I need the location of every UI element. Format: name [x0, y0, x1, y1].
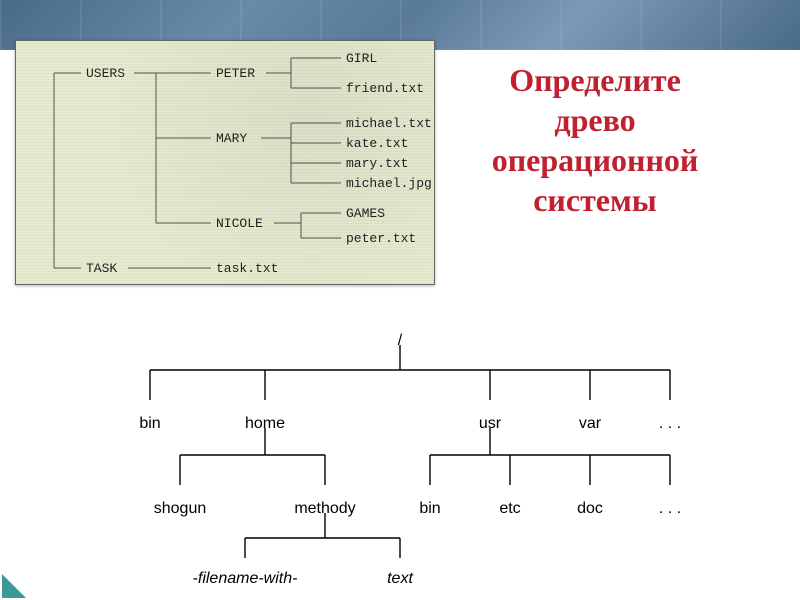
tree2-node-bin2: bin [419, 500, 440, 518]
tree2-node-shogun: shogun [154, 500, 207, 518]
title-line-3: операционной [492, 142, 699, 178]
tree2-node-etc: etc [499, 500, 520, 518]
tree2-node-bin: bin [139, 415, 160, 433]
tree1-node-users: USERS [86, 66, 125, 81]
title-line-4: системы [533, 182, 657, 218]
tree1-node-michael_jpg: michael.jpg [346, 176, 432, 191]
tree1-node-michael_txt: michael.txt [346, 116, 432, 131]
title-line-1: Определите [509, 62, 681, 98]
tree1-node-kate: kate.txt [346, 136, 408, 151]
tree1-node-games: GAMES [346, 206, 385, 221]
tree2-node-dots2: . . . [659, 500, 681, 518]
tree1-node-task: TASK [86, 261, 117, 276]
tree1-node-task_txt: task.txt [216, 261, 278, 276]
tree2-node-doc: doc [577, 500, 603, 518]
tree2-node-methody: methody [294, 500, 355, 518]
tree1-node-peter: PETER [216, 66, 255, 81]
slide-title: Определите древо операционной системы [430, 60, 760, 220]
tree2-node-var: var [579, 415, 601, 433]
tree1-node-nicole: NICOLE [216, 216, 263, 231]
tree2-node-fnw: -filename-with- [193, 570, 298, 588]
tree2-node-dots1: . . . [659, 415, 681, 433]
tree1-node-mary_txt: mary.txt [346, 156, 408, 171]
corner-decoration [2, 574, 26, 598]
tree2-node-home: home [245, 415, 285, 433]
tree1-node-friend: friend.txt [346, 81, 424, 96]
tree1-node-girl: GIRL [346, 51, 377, 66]
file-tree-panel-2: / bin home usr var . . . shogun methody bin etc do… [90, 320, 710, 580]
tree2-connectors [90, 320, 710, 580]
tree1-node-peter_txt: peter.txt [346, 231, 416, 246]
file-tree-panel-1: USERS PETER GIRL friend.txt MARY michael.txt k… [15, 40, 435, 285]
tree2-node-usr: usr [479, 415, 501, 433]
tree2-node-root: / [398, 332, 402, 350]
title-line-2: древо [554, 102, 635, 138]
tree2-node-text: text [387, 570, 413, 588]
tree1-node-mary: MARY [216, 131, 247, 146]
